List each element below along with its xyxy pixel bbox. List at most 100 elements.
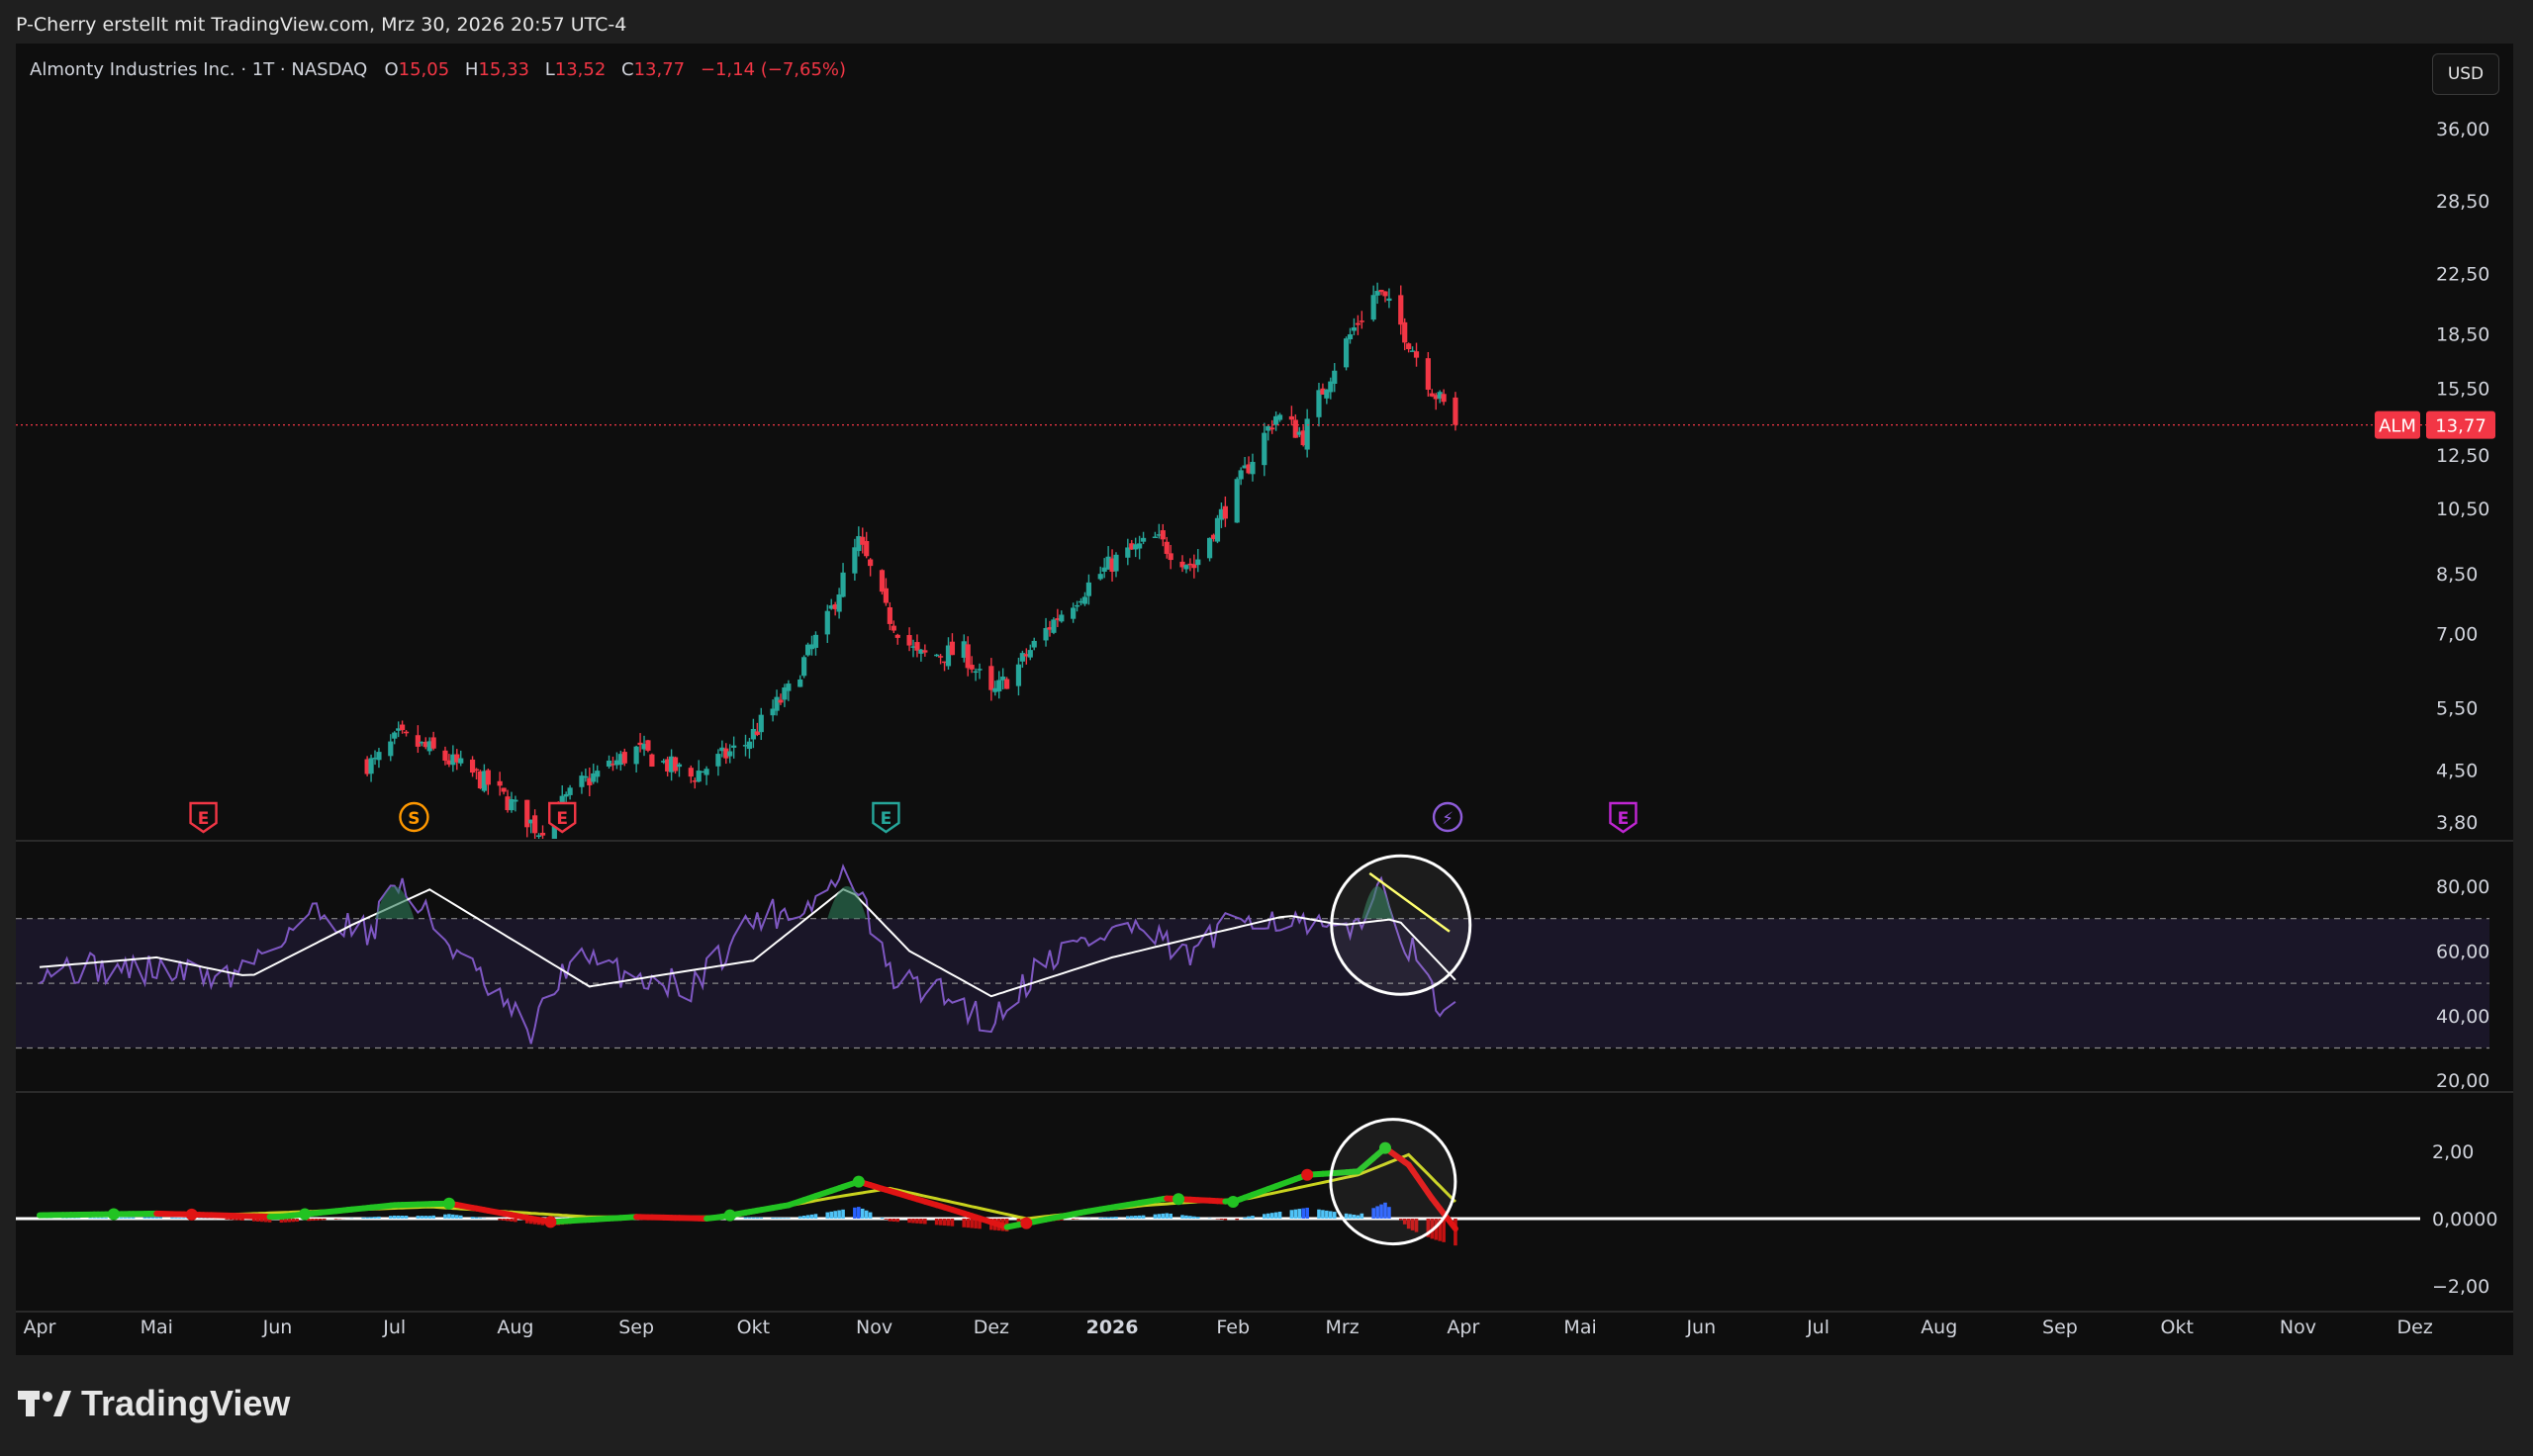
macd-histogram-bar [178,1217,182,1219]
rsi-highlight-circle[interactable] [1330,854,1472,996]
candle-body [742,745,749,747]
candle-body [723,748,729,759]
candle-body [610,764,616,766]
macd-histogram-bar [510,1219,514,1222]
open-label: O [384,59,399,80]
macd-histogram-bar [1360,1213,1364,1219]
time-axis-tick: Mai [141,1317,173,1338]
macd-histogram-bar [837,1210,841,1219]
candle-body [442,750,448,762]
candle-body [473,769,480,772]
candle-body [868,559,874,567]
macd-highlight-circle[interactable] [1329,1118,1457,1246]
candle-body [934,654,940,657]
macd-histogram-bar [1165,1213,1170,1219]
high-value: 15,33 [478,59,529,80]
macd-histogram-bar [319,1219,323,1221]
macd-histogram-bar [805,1215,810,1219]
candle-body [941,661,948,664]
macd-histogram-bar [1251,1216,1255,1219]
price-axis-tick: 3,80 [2436,812,2478,834]
symbol-legend[interactable]: Almonty Industries Inc. · 1T · NASDAQ O1… [30,59,856,80]
candle-body [430,737,436,749]
macd-histogram-bar [150,1217,155,1219]
macd-histogram-bar [1223,1219,1228,1221]
macd-histogram-bar [287,1219,292,1223]
time-axis-tick: Dez [2397,1317,2433,1338]
macd-histogram-bar [1406,1219,1411,1229]
rsi-overbought-fill [827,886,867,919]
macd-cross-dot [1020,1217,1033,1229]
candle-body [633,746,639,765]
rsi-axis-tick: 40,00 [2436,1006,2489,1028]
macd-histogram-bar [1383,1202,1387,1219]
macd-cross-dot [299,1208,312,1221]
macd-histogram-bar [970,1219,974,1228]
rsi-divergence-trendline[interactable] [1368,871,1451,933]
macd-histogram-bar [759,1217,764,1219]
candle-body [426,741,432,752]
event-marker-news[interactable] [1432,801,1463,833]
macd-histogram-bar [229,1219,233,1221]
event-label: E [881,809,892,829]
macd-histogram-bar [1266,1213,1270,1219]
candle-body [1179,561,1185,568]
attribution-text: P-Cherry erstellt mit TradingView.com, M… [16,14,627,36]
candle-body [524,799,530,828]
candle-body [1081,596,1088,604]
event-marker-earnings-upcoming[interactable] [1609,801,1638,834]
candle-body [1055,618,1061,620]
candle-body [894,634,900,638]
change-value: −1,14 (−7,65%) [700,59,847,80]
macd-histogram-bar [279,1219,284,1224]
candle-body [961,641,967,658]
macd-histogram-bar [923,1219,927,1225]
macd-histogram-bar [263,1219,268,1223]
candle-body [1441,394,1447,403]
macd-histogram-bar [119,1217,124,1219]
tradingview-logo[interactable]: TradingView [18,1383,290,1424]
time-axis-tick: Okt [737,1317,770,1338]
macd-histogram-bar [1289,1210,1294,1219]
candle-body [1324,389,1330,399]
open-value: 15,05 [398,59,450,80]
candle-body [883,588,890,603]
candle-body [1071,607,1077,619]
chart-frame[interactable]: ALM 13,77 36,00 28,50 22,50 18,50 15,50 12,50 10… [16,44,2513,1355]
candle-body [1402,321,1408,343]
price-axis-tick: 8,50 [2436,564,2478,586]
candle-body [364,759,370,774]
candle-body [770,708,776,716]
candle-body [1000,677,1006,681]
macd-histogram-bar [123,1217,128,1219]
candle-body [778,699,784,703]
event-marker-split[interactable] [399,801,429,833]
macd-histogram-bar [1402,1219,1407,1225]
rsi-overbought-fill [375,886,415,919]
chart-canvas[interactable]: ALM 13,77 36,00 28,50 22,50 18,50 15,50 12,50 10… [16,44,2513,1355]
event-marker-earnings-up[interactable] [872,801,900,834]
candle-body [910,646,916,648]
candle-body [1386,298,1392,302]
candle-body [719,747,725,752]
macd-histogram-bar [92,1218,96,1219]
currency-button[interactable]: USD [2432,53,2499,95]
macd-histogram-bar [743,1217,748,1219]
macd-histogram-bar [841,1209,845,1219]
candle-body [1300,430,1306,446]
candle-body [1250,461,1256,475]
candle-body [1113,554,1119,572]
price-axis-tick: 18,50 [2436,324,2489,346]
rsi-ma-line [39,887,1456,998]
event-marker-earnings-down[interactable] [189,801,218,834]
candle-body [392,732,398,739]
candle-body [840,572,846,597]
macd-histogram-bar [895,1219,900,1223]
time-axis-tick: Nov [856,1317,892,1338]
event-label: E [556,809,568,829]
candle-body [836,594,842,612]
macd-histogram-bar [72,1218,77,1219]
macd-histogram-bar [142,1217,147,1219]
event-marker-earnings-down[interactable] [548,801,577,834]
macd-histogram-bar [797,1216,802,1219]
